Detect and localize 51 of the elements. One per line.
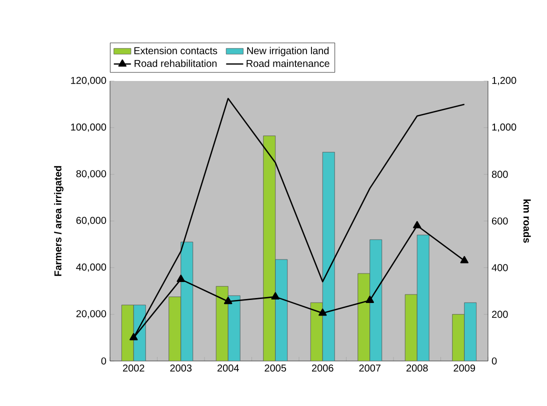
x-tick-label: 2006 — [312, 364, 334, 372]
bar — [310, 302, 323, 361]
y2-axis-title: km roads — [523, 199, 531, 243]
legend-label: Road rehabilitation — [134, 60, 217, 67]
y-tick-label: 100,000 — [71, 124, 106, 132]
x-tick-label: 2008 — [406, 364, 428, 372]
x-tick-label: 2005 — [264, 364, 286, 372]
legend-label: New irrigation land — [247, 46, 329, 56]
y2-tick-label: 800 — [492, 170, 508, 178]
x-tick-label: 2004 — [218, 364, 239, 372]
bar — [216, 286, 228, 361]
x-tick-label: 2009 — [454, 364, 476, 372]
bar — [370, 239, 382, 361]
bar — [275, 259, 288, 361]
y-axis-title: Farmers / area irrigated — [54, 166, 64, 276]
y2-tick-label: 200 — [492, 310, 508, 318]
y-tick-label: 60,000 — [76, 216, 106, 226]
bar — [228, 295, 240, 361]
bar — [416, 234, 430, 361]
y-tick-label: 40,000 — [76, 264, 106, 272]
y-tick-label: 80,000 — [76, 170, 106, 178]
bar — [263, 136, 276, 361]
bar — [452, 314, 465, 361]
x-tick-label: 2003 — [170, 364, 192, 372]
x-tick-label: 2002 — [123, 364, 144, 372]
bar — [168, 296, 182, 361]
y2-tick-label: 600 — [492, 217, 508, 225]
bar — [358, 273, 370, 361]
bar — [322, 152, 335, 361]
y-tick-label: 0 — [101, 357, 106, 365]
point — [366, 296, 374, 303]
point — [224, 296, 232, 304]
y2-tick-label: 1,000 — [492, 124, 516, 132]
y-tick-label: 120,000 — [71, 76, 106, 86]
bar — [121, 304, 134, 361]
y2-tick-label: 0 — [492, 357, 497, 365]
point — [413, 221, 422, 228]
y-tick-label: 20,000 — [76, 310, 106, 318]
bar — [180, 242, 194, 361]
point — [271, 292, 280, 300]
point — [460, 256, 468, 264]
y2-tick-label: 400 — [492, 264, 508, 272]
legend-label: Road maintenance — [246, 60, 330, 67]
point — [176, 274, 185, 282]
point — [130, 333, 138, 340]
bar — [464, 302, 477, 361]
bar — [404, 294, 418, 361]
y2-tick-label: 1,200 — [492, 76, 516, 86]
legend-label: Extension contacts — [134, 46, 218, 54]
x-tick-label: 2007 — [359, 364, 380, 372]
point — [318, 308, 327, 316]
